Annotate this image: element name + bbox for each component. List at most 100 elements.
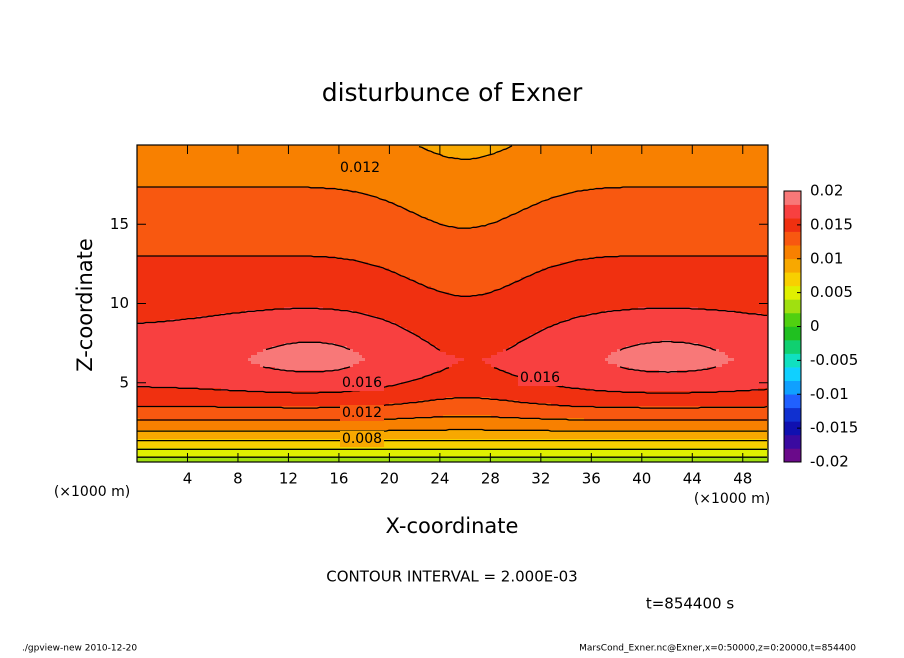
field-cell: [203, 454, 207, 458]
field-cell: [146, 163, 150, 167]
field-cell: [188, 271, 192, 275]
field-cell: [275, 250, 279, 254]
field-cell: [209, 298, 213, 302]
field-cell: [236, 409, 240, 413]
field-cell: [140, 298, 144, 302]
field-cell: [263, 304, 267, 308]
field-cell: [236, 343, 240, 347]
field-cell: [140, 295, 144, 299]
field-cell: [158, 262, 162, 266]
field-cell: [167, 148, 171, 152]
field-cell: [152, 244, 156, 248]
field-cell: [227, 196, 231, 200]
field-cell: [158, 145, 162, 149]
field-cell: [257, 298, 261, 302]
field-cell: [218, 220, 222, 224]
field-cell: [218, 415, 222, 419]
field-cell: [149, 157, 153, 161]
field-cell: [233, 364, 237, 368]
field-cell: [209, 265, 213, 269]
field-cell: [251, 229, 255, 233]
field-cell: [173, 445, 177, 449]
field-cell: [137, 400, 141, 404]
field-cell: [221, 433, 225, 437]
field-cell: [251, 334, 255, 338]
field-cell: [161, 256, 165, 260]
field-cell: [230, 181, 234, 185]
field-cell: [167, 214, 171, 218]
field-cell: [194, 175, 198, 179]
field-cell: [221, 373, 225, 377]
field-cell: [269, 187, 273, 191]
field-cell: [167, 277, 171, 281]
field-cell: [230, 268, 234, 272]
field-cell: [200, 385, 204, 389]
field-cell: [161, 355, 165, 359]
field-cell: [191, 313, 195, 317]
field-cell: [188, 331, 192, 335]
field-cell: [239, 304, 243, 308]
field-cell: [191, 397, 195, 401]
field-cell: [245, 184, 249, 188]
field-cell: [242, 202, 246, 206]
field-cell: [236, 277, 240, 281]
field-cell: [203, 328, 207, 332]
field-cell: [212, 352, 216, 356]
field-cell: [176, 364, 180, 368]
field-cell: [185, 379, 189, 383]
field-cell: [164, 379, 168, 383]
field-cell: [248, 454, 252, 458]
field-cell: [239, 364, 243, 368]
field-cell: [236, 337, 240, 341]
field-cell: [212, 319, 216, 323]
field-cell: [206, 373, 210, 377]
field-cell: [203, 424, 207, 428]
field-cell: [155, 238, 159, 242]
field-cell: [272, 262, 276, 266]
field-cell: [152, 454, 156, 458]
field-cell: [269, 316, 273, 320]
field-cell: [266, 268, 270, 272]
field-cell: [242, 289, 246, 293]
field-cell: [197, 154, 201, 158]
field-cell: [272, 454, 276, 458]
field-cell: [206, 202, 210, 206]
field-cell: [140, 424, 144, 428]
field-cell: [143, 259, 147, 263]
field-cell: [203, 244, 207, 248]
field-cell: [254, 433, 258, 437]
field-cell: [260, 424, 264, 428]
field-cell: [233, 376, 237, 380]
field-cell: [263, 259, 267, 263]
field-cell: [149, 262, 153, 266]
field-cell: [239, 247, 243, 251]
field-cell: [209, 361, 213, 365]
field-cell: [146, 400, 150, 404]
field-cell: [176, 421, 180, 425]
field-cell: [245, 163, 249, 167]
field-cell: [257, 151, 261, 155]
field-cell: [137, 265, 141, 269]
field-cell: [248, 289, 252, 293]
field-cell: [191, 334, 195, 338]
field-cell: [254, 247, 258, 251]
field-cell: [149, 214, 153, 218]
field-cell: [185, 445, 189, 449]
field-cell: [227, 367, 231, 371]
field-cell: [254, 250, 258, 254]
field-cell: [203, 241, 207, 245]
field-cell: [185, 415, 189, 419]
field-cell: [158, 160, 162, 164]
field-cell: [272, 217, 276, 221]
field-cell: [173, 373, 177, 377]
field-cell: [233, 211, 237, 215]
field-cell: [239, 199, 243, 203]
field-cell: [158, 436, 162, 440]
field-cell: [215, 370, 219, 374]
field-cell: [203, 451, 207, 455]
field-cell: [185, 172, 189, 176]
field-cell: [161, 358, 165, 362]
field-cell: [257, 211, 261, 215]
field-cell: [263, 412, 267, 416]
field-cell: [152, 397, 156, 401]
